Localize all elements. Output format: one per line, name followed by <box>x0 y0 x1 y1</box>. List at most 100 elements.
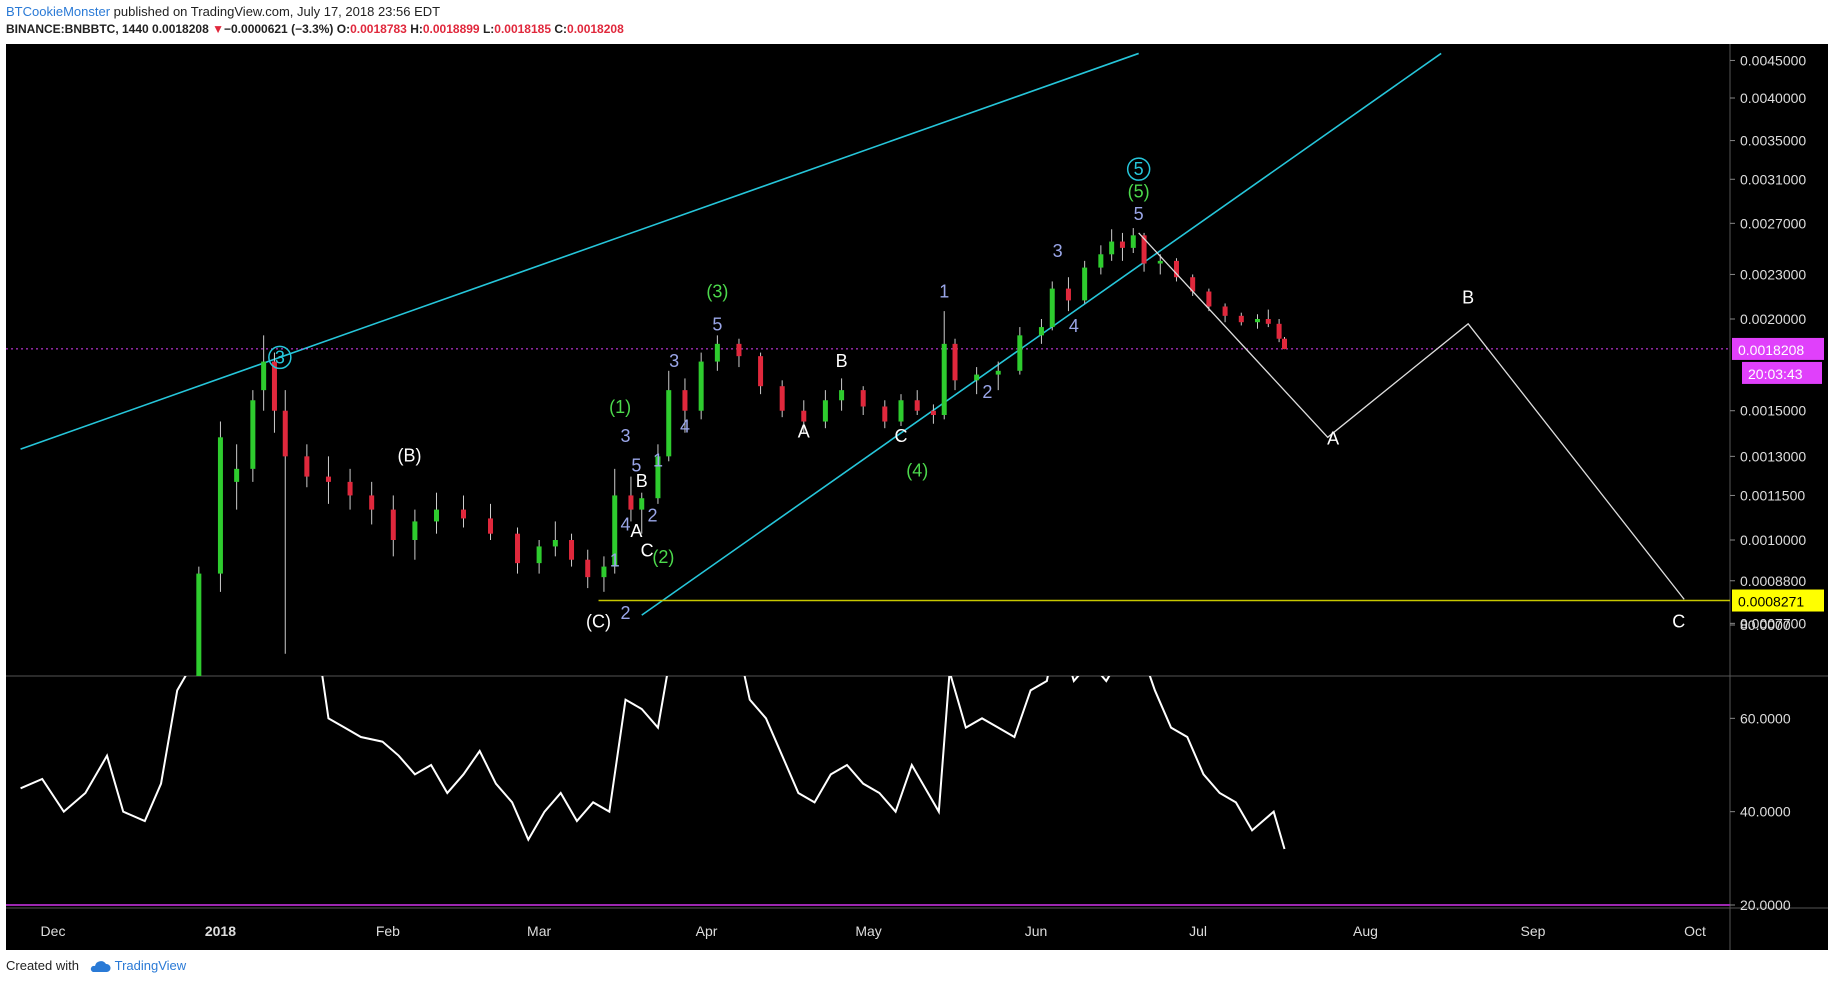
chart-canvas[interactable]: 3 (B) (C) 1 2 3 (1) 4 5 A B C 2 (2) 1 3 4 5 (3) A B C (4) 1 2 3 4 5… <box>0 44 1828 950</box>
cloud-icon <box>90 960 111 972</box>
high-label: H: <box>410 22 423 36</box>
candle <box>1049 281 1055 331</box>
candle <box>995 361 1001 391</box>
candle <box>250 390 256 482</box>
candle <box>1130 228 1136 253</box>
wave-label: A <box>630 521 642 541</box>
candle-body <box>1238 315 1244 323</box>
chart-background <box>6 44 1730 950</box>
candle <box>898 394 904 426</box>
candle <box>1282 337 1287 350</box>
candle <box>779 380 785 418</box>
candle-body <box>714 343 720 362</box>
candle-body <box>347 481 353 496</box>
candle-body <box>461 509 466 519</box>
wave-label: C <box>895 426 908 446</box>
candle-body <box>682 390 688 411</box>
time-tick-label: Apr <box>696 923 718 939</box>
wave-label: 4 <box>680 417 690 437</box>
candle-body <box>1109 241 1115 255</box>
current-price-label-text: 0.0018208 <box>1738 342 1804 358</box>
candle <box>1206 288 1212 312</box>
support-price-label-bg <box>1732 589 1824 612</box>
price-axis-background <box>1730 44 1828 950</box>
time-tick-label: 2018 <box>205 923 236 939</box>
price-tick-label: 0.0023000 <box>1740 266 1806 282</box>
time-tick-label: May <box>855 923 881 939</box>
candle <box>682 378 688 433</box>
price-tick-label: 0.0008800 <box>1740 573 1806 589</box>
candle <box>369 481 375 525</box>
wave-label: (4) <box>906 461 928 481</box>
candle <box>1098 245 1104 275</box>
wave-label: C <box>641 540 654 560</box>
candle <box>801 400 807 433</box>
candle-body <box>1049 288 1055 328</box>
candle <box>515 527 521 574</box>
candle-body <box>585 559 591 578</box>
candle <box>196 566 202 676</box>
candle <box>461 495 466 528</box>
candle <box>1190 274 1196 296</box>
footer: Created with TradingView <box>6 958 186 973</box>
candle-body <box>1119 241 1125 248</box>
candle <box>639 492 645 534</box>
candle-body <box>1038 327 1044 336</box>
candle-body <box>941 343 947 416</box>
candle-body <box>304 456 310 477</box>
candle <box>536 540 542 574</box>
osc-tick-label: 60.0000 <box>1740 710 1791 726</box>
candle <box>601 556 607 592</box>
candle-body <box>552 540 558 547</box>
wave-label: 4 <box>621 515 631 535</box>
candle-body <box>282 410 288 457</box>
candle <box>488 503 494 540</box>
candle <box>974 367 980 395</box>
wave-label: B <box>836 351 848 371</box>
candle-body <box>325 476 331 482</box>
price-change: −0.0000621 (−3.3%) <box>224 22 334 36</box>
main-pane: 3 (B) (C) 1 2 3 (1) 4 5 A B C 2 (2) 1 3 4 5 (3) A B C (4) 1 2 3 4 5… <box>6 52 1730 676</box>
candle-body <box>779 386 785 411</box>
candle-body <box>655 456 661 499</box>
candle-body <box>839 390 845 401</box>
candle <box>941 311 947 420</box>
candle <box>433 492 439 534</box>
high-value: 0.0018899 <box>422 22 480 36</box>
osc-tick-label: 20.0000 <box>1740 897 1791 913</box>
wave-label: 2 <box>648 505 658 525</box>
symbol-name[interactable]: BINANCE:BNBBTC, 1440 <box>6 22 149 36</box>
trend-line <box>20 52 1139 450</box>
candle-body <box>1017 335 1023 371</box>
tradingview-brand[interactable]: TradingView <box>114 958 187 973</box>
candle <box>822 390 828 429</box>
candle <box>698 352 704 420</box>
wave-label: 3 <box>1053 241 1063 261</box>
candle-body <box>898 400 904 422</box>
author-link[interactable]: BTCookieMonster <box>6 4 111 19</box>
time-tick-label: Aug <box>1353 923 1378 939</box>
candle <box>1119 232 1125 261</box>
wave-label: (3) <box>706 281 728 301</box>
candle-body <box>628 495 634 510</box>
candle-body <box>1130 235 1136 248</box>
osc-tick-label: 40.0000 <box>1740 804 1791 820</box>
close-value: 0.0018208 <box>567 22 624 36</box>
wave-label: 5 <box>631 455 641 475</box>
candle-body <box>758 356 764 387</box>
candle-body <box>1265 319 1271 324</box>
wave-label: (5) <box>1128 181 1150 201</box>
candle <box>282 390 288 654</box>
candle <box>1082 260 1088 304</box>
wave-label: 2 <box>982 382 992 402</box>
wave-label: (1) <box>609 397 631 417</box>
candle-body <box>822 400 828 422</box>
wave-label: A <box>798 421 810 441</box>
candle <box>1265 309 1271 328</box>
candle <box>714 335 720 371</box>
candle-body <box>1082 267 1088 301</box>
candle <box>1065 277 1071 312</box>
price-tick-label: 0.0011500 <box>1740 487 1805 503</box>
candle <box>412 509 418 560</box>
candle <box>271 352 277 433</box>
